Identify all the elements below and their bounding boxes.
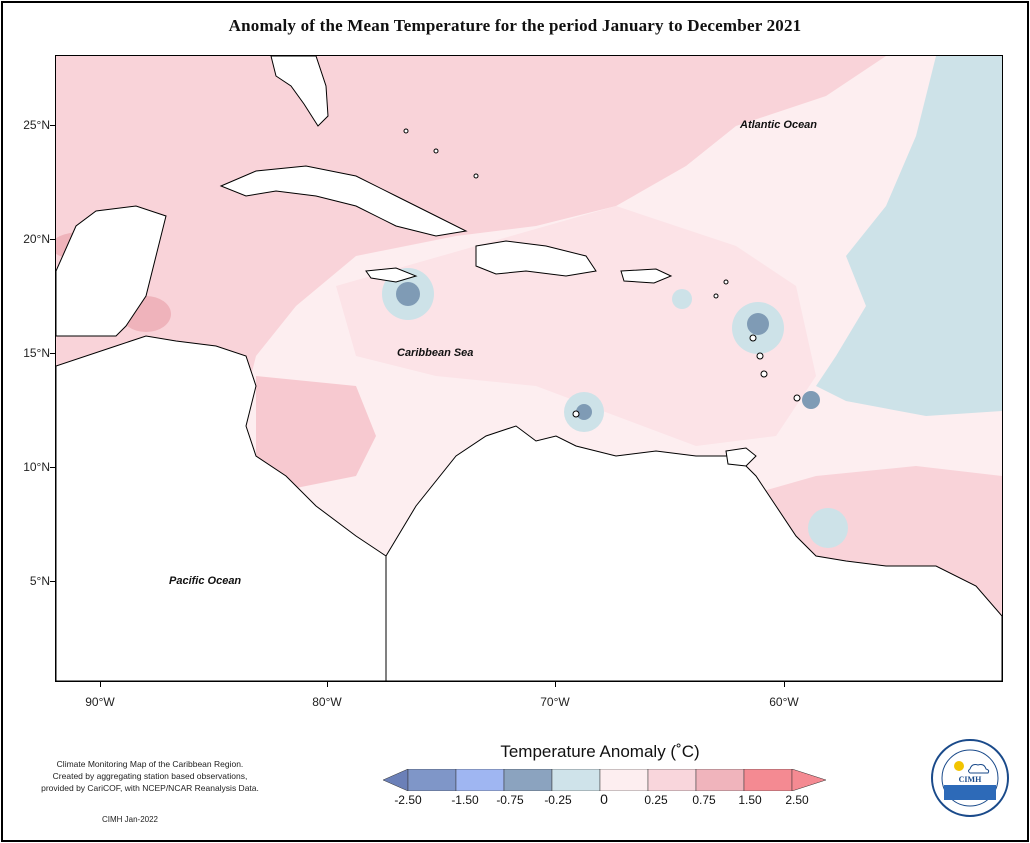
land-island-4 [793,394,801,402]
lon-label-60: 60°W [769,695,799,709]
cloud-icon [968,764,990,774]
legend-tick-4: 0 [600,791,608,807]
cool-spot-hispaniola-core [396,282,420,306]
lat-tick [50,239,56,240]
legend-tick-6: 0.75 [692,793,716,807]
lat-tick [50,353,56,354]
land-jamaica [365,267,418,283]
lon-label-80: 80°W [312,695,342,709]
lon-tick [100,681,101,687]
legend-seg-2 [455,769,505,791]
legend-tick-1: -1.50 [451,793,479,807]
lat-label-25: 25°N [23,118,50,132]
legend-tick-7: 1.50 [738,793,762,807]
map-panel [55,55,1003,682]
lat-label-5: 5°N [29,574,50,588]
lon-label-90: 90°W [85,695,115,709]
lat-label-15: 15°N [23,346,50,360]
credits-line-2: Created by aggregating station based obs… [52,771,248,781]
lon-tick [784,681,785,687]
land-island-3 [760,370,768,378]
cool-spot-guyana [808,508,848,548]
lat-label-20: 20°N [23,232,50,246]
lat-tick [50,125,56,126]
land-trinidad [725,447,757,467]
lat-tick [50,467,56,468]
legend-seg-6 [647,769,697,791]
legend-title: Temperature Anomaly (˚C) [500,742,700,761]
land-hispaniola [475,240,597,277]
land-island-5 [572,410,580,418]
cimh-logo: CIMH [931,739,1009,817]
lon-label-70: 70°W [540,695,570,709]
logo-text: CIMH [959,775,982,784]
cool-spot-guadeloupe-core [747,313,769,335]
land-island-8 [403,128,409,134]
land-island-2 [756,352,764,360]
legend-seg-8 [743,769,793,791]
legend-seg-4 [551,769,601,791]
legend-seg-7 [695,769,745,791]
cool-spot-pr-east [672,289,692,309]
legend-seg-3 [503,769,553,791]
land-yucatan [56,205,167,337]
warm-anomaly-region [56,56,886,496]
legend-tick-3: -0.25 [544,793,572,807]
credits-stamp: CIMH Jan-2022 [101,815,159,824]
legend-seg-end [791,769,827,791]
land-island-1 [749,334,757,342]
land-florida [270,56,329,127]
legend-tick-0: -2.50 [394,793,422,807]
lat-tick [50,581,56,582]
lat-label-10: 10°N [23,460,50,474]
cool-spot-barbados [802,391,820,409]
cool-spot-curacao-core [576,404,592,420]
warm-anomaly-central-south [256,376,376,496]
legend-seg-5 [599,769,649,791]
lon-tick [327,681,328,687]
credits-line-3: provided by CariCOF, with NCEP/NCAR Rean… [41,783,259,793]
sun-icon [954,761,964,771]
land-island-6 [713,293,719,299]
land-puerto-rico [620,268,673,284]
credits-line-1: Climate Monitoring Map of the Caribbean … [56,759,244,769]
map-title: Anomaly of the Mean Temperature for the … [228,16,802,35]
lon-tick [555,681,556,687]
legend-seg-0 [383,769,409,791]
land-island-7 [723,279,729,285]
land-island-9 [433,148,439,154]
land-island-10 [473,173,479,179]
credits-block: Climate Monitoring Map of the Caribbean … [10,758,290,794]
legend-tick-8: 2.50 [785,793,809,807]
label-atlantic-ocean: Atlantic Ocean [740,119,818,131]
legend-colorbar [383,769,827,791]
label-caribbean-sea: Caribbean Sea [397,347,474,359]
legend-tick-5: 0.25 [644,793,668,807]
land-cuba [219,165,468,237]
warm-anomaly-region-east [336,206,816,446]
cool-anomaly-atlantic [816,56,1002,416]
map-canvas [56,56,1002,681]
legend-seg-1 [407,769,457,791]
label-pacific-ocean: Pacific Ocean [169,575,242,587]
legend-tick-2: -0.75 [496,793,524,807]
